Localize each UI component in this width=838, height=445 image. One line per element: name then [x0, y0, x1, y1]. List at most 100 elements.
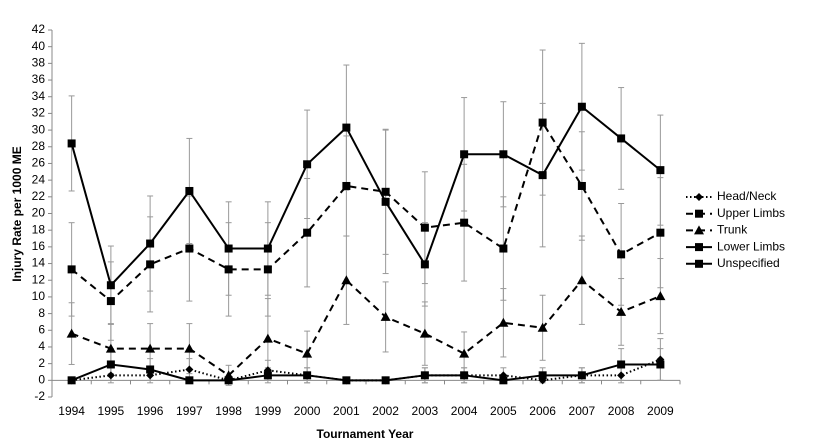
marker	[106, 360, 115, 369]
marker	[656, 360, 665, 369]
y-tick-label: -2	[34, 389, 45, 403]
marker	[303, 371, 312, 380]
x-tick-label: 1997	[176, 404, 203, 418]
series-line	[71, 278, 661, 377]
marker	[499, 376, 508, 385]
marker	[616, 306, 627, 316]
marker	[67, 265, 76, 274]
y-axis-title: Injury Rate per 1000 ME	[10, 146, 24, 281]
y-tick-label: 22	[32, 189, 46, 203]
y-tick-label: 0	[38, 372, 45, 386]
marker	[656, 166, 665, 175]
marker	[224, 265, 233, 274]
marker	[460, 218, 469, 227]
marker	[617, 360, 626, 369]
x-tick-label: 1999	[255, 404, 282, 418]
legend-label: Trunk	[717, 223, 748, 237]
marker	[263, 265, 272, 274]
marker	[380, 311, 391, 321]
series-line	[70, 105, 662, 288]
marker	[460, 371, 469, 380]
marker	[459, 348, 470, 358]
marker	[499, 244, 508, 253]
marker	[617, 371, 626, 380]
legend-label: Unspecified	[717, 256, 780, 270]
marker	[106, 371, 115, 380]
y-tick-label: 30	[32, 122, 46, 136]
y-tick-label: 6	[38, 322, 45, 336]
marker	[420, 371, 429, 380]
marker	[498, 317, 509, 327]
marker	[460, 150, 469, 159]
y-tick-label: 2	[38, 356, 45, 370]
marker	[106, 297, 115, 306]
marker	[146, 260, 155, 269]
legend-marker	[695, 193, 703, 201]
y-tick-label: 28	[32, 139, 46, 153]
marker	[381, 187, 390, 196]
marker	[342, 376, 351, 385]
marker	[185, 376, 194, 385]
x-tick-label: 1994	[58, 404, 85, 418]
legend-label: Lower Limbs	[717, 239, 785, 253]
y-tick-label: 24	[32, 172, 46, 186]
y-tick-label: 36	[32, 72, 46, 86]
marker	[538, 118, 547, 127]
y-tick-label: 10	[32, 289, 46, 303]
y-tick-label: 42	[32, 22, 46, 36]
series-line	[71, 358, 661, 382]
y-tick-label: 4	[38, 339, 45, 353]
y-tick-label: 40	[32, 39, 46, 53]
marker	[341, 275, 352, 285]
marker	[577, 371, 586, 380]
x-tick-label: 2005	[490, 404, 517, 418]
marker	[146, 365, 155, 374]
legend-label: Upper Limbs	[717, 206, 785, 220]
marker	[537, 322, 548, 332]
y-tick-label: 14	[32, 256, 46, 270]
marker	[655, 291, 666, 301]
marker	[381, 197, 390, 206]
marker	[577, 181, 586, 190]
legend-marker	[695, 259, 703, 268]
marker	[656, 228, 665, 237]
marker	[185, 365, 194, 374]
x-tick-label: 2006	[529, 404, 556, 418]
marker	[67, 139, 76, 148]
marker	[617, 250, 626, 259]
marker	[302, 348, 313, 358]
marker	[67, 376, 76, 385]
marker	[538, 171, 547, 180]
series-line	[70, 120, 661, 303]
marker	[145, 343, 156, 353]
x-tick-label: 2000	[294, 404, 321, 418]
marker	[184, 343, 195, 353]
y-tick-label: 20	[32, 206, 46, 220]
y-tick-label: 12	[32, 272, 46, 286]
marker	[263, 244, 272, 253]
marker	[262, 333, 273, 343]
legend-marker	[694, 225, 704, 235]
marker	[66, 328, 77, 338]
marker	[499, 150, 508, 159]
marker	[224, 376, 233, 385]
marker	[538, 371, 547, 380]
marker	[419, 328, 430, 338]
y-tick-label: 32	[32, 106, 46, 120]
legend-marker	[695, 243, 703, 252]
series-line	[71, 363, 661, 382]
y-tick-label: 38	[32, 56, 46, 70]
marker	[576, 275, 587, 285]
x-tick-label: 2003	[412, 404, 439, 418]
x-tick-label: 2009	[647, 404, 674, 418]
x-tick-label: 2001	[333, 404, 360, 418]
marker	[146, 239, 155, 248]
x-tick-label: 1998	[215, 404, 242, 418]
y-tick-label: 16	[32, 239, 46, 253]
marker	[303, 228, 312, 237]
y-tick-label: 34	[32, 89, 46, 103]
marker	[381, 376, 390, 385]
x-tick-label: 2007	[569, 404, 596, 418]
legend-marker	[695, 209, 703, 218]
